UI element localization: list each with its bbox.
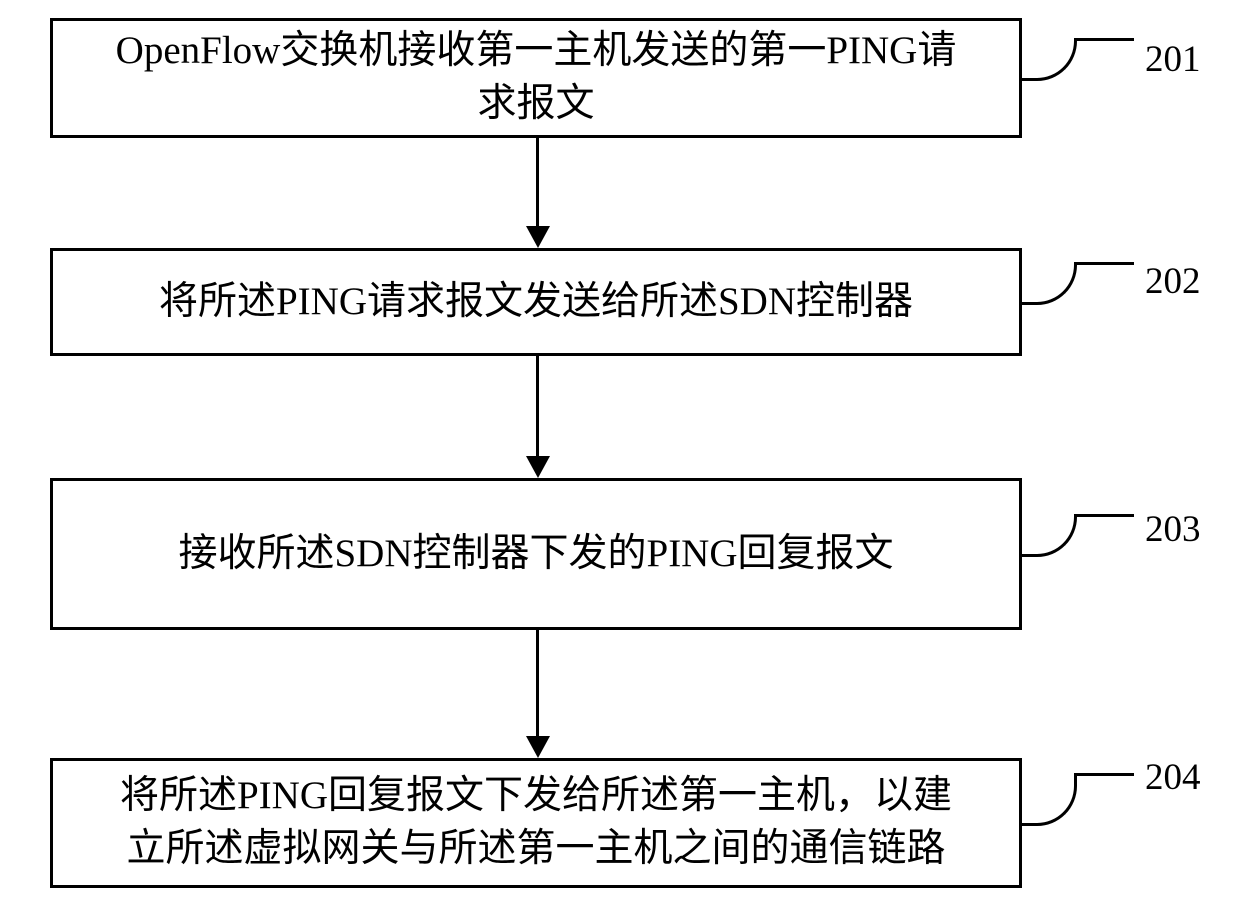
leader-curve bbox=[1022, 773, 1077, 826]
flow-step-text: 接收所述SDN控制器下发的PING回复报文 bbox=[178, 528, 893, 581]
flow-step-text: 将所述PING请求报文发送给所述SDN控制器 bbox=[159, 276, 913, 329]
leader-line bbox=[1074, 38, 1134, 41]
arrow-line-1 bbox=[536, 138, 539, 226]
arrow-line-2 bbox=[536, 356, 539, 456]
flow-step-203: 接收所述SDN控制器下发的PING回复报文 bbox=[50, 478, 1022, 630]
leader-line bbox=[1074, 262, 1134, 265]
leader-line bbox=[1074, 773, 1134, 776]
flow-step-text: OpenFlow交换机接收第一主机发送的第一PING请 求报文 bbox=[116, 25, 957, 130]
flow-step-202: 将所述PING请求报文发送给所述SDN控制器 bbox=[50, 248, 1022, 356]
leader-curve bbox=[1022, 38, 1077, 81]
flow-step-text: 将所述PING回复报文下发给所述第一主机，以建 立所述虚拟网关与所述第一主机之间… bbox=[120, 770, 952, 875]
leader-curve bbox=[1022, 514, 1077, 557]
step-label-202: 202 bbox=[1145, 260, 1201, 303]
flowchart-canvas: OpenFlow交换机接收第一主机发送的第一PING请 求报文 201 将所述PIN… bbox=[0, 0, 1240, 916]
leader-curve bbox=[1022, 262, 1077, 305]
arrow-head-1 bbox=[526, 226, 550, 248]
step-label-204: 204 bbox=[1145, 756, 1201, 799]
arrow-head-3 bbox=[526, 736, 550, 758]
arrow-head-2 bbox=[526, 456, 550, 478]
arrow-line-3 bbox=[536, 630, 539, 736]
flow-step-201: OpenFlow交换机接收第一主机发送的第一PING请 求报文 bbox=[50, 18, 1022, 138]
leader-line bbox=[1074, 514, 1134, 517]
step-label-203: 203 bbox=[1145, 508, 1201, 551]
flow-step-204: 将所述PING回复报文下发给所述第一主机，以建 立所述虚拟网关与所述第一主机之间… bbox=[50, 758, 1022, 888]
step-label-201: 201 bbox=[1145, 38, 1201, 81]
